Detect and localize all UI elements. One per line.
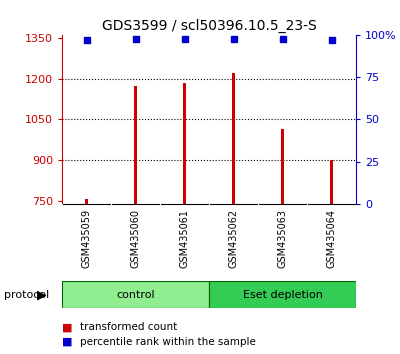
Bar bbox=[182, 83, 186, 204]
Text: GSM435062: GSM435062 bbox=[228, 209, 238, 268]
Title: GDS3599 / scl50396.10.5_23-S: GDS3599 / scl50396.10.5_23-S bbox=[102, 19, 316, 33]
Bar bbox=[84, 200, 88, 204]
Text: ▶: ▶ bbox=[37, 288, 47, 301]
Text: GSM435063: GSM435063 bbox=[278, 209, 288, 268]
Bar bbox=[330, 160, 334, 204]
Text: ■: ■ bbox=[62, 322, 72, 332]
Text: percentile rank within the sample: percentile rank within the sample bbox=[80, 337, 256, 347]
Text: control: control bbox=[116, 290, 155, 300]
Bar bbox=[232, 73, 236, 204]
Text: GSM435060: GSM435060 bbox=[130, 209, 140, 268]
Text: protocol: protocol bbox=[4, 290, 49, 300]
Bar bbox=[209, 281, 356, 308]
Bar bbox=[280, 129, 284, 204]
Text: ■: ■ bbox=[62, 337, 72, 347]
Text: GSM435061: GSM435061 bbox=[180, 209, 190, 268]
Text: transformed count: transformed count bbox=[80, 322, 177, 332]
Bar bbox=[134, 86, 138, 204]
Text: GSM435064: GSM435064 bbox=[326, 209, 336, 268]
Bar bbox=[62, 281, 209, 308]
Text: GSM435059: GSM435059 bbox=[82, 209, 92, 268]
Text: Eset depletion: Eset depletion bbox=[242, 290, 322, 300]
